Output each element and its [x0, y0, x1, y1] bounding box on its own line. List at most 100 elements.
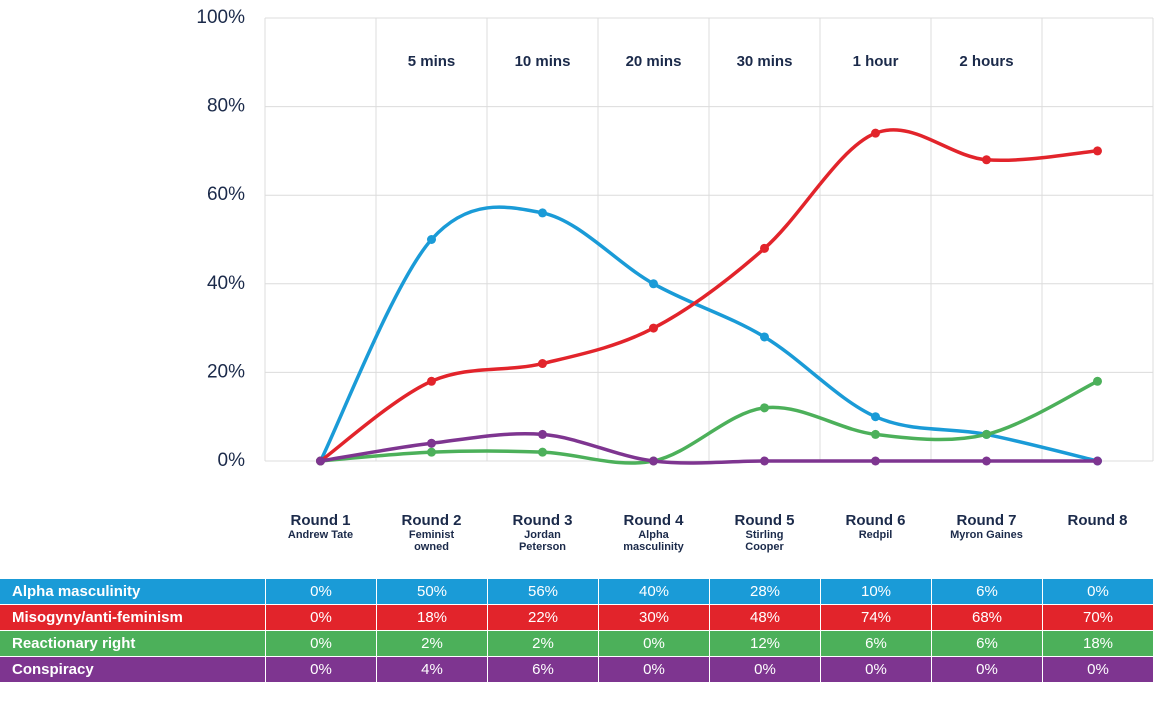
- series-line: [319, 128, 1098, 463]
- data-point: [649, 323, 658, 333]
- data-point: [760, 456, 769, 466]
- table-cell: 0%: [709, 657, 820, 682]
- table-cell: 6%: [931, 579, 1042, 604]
- table-cell: 70%: [1042, 605, 1153, 630]
- round-label: Round 2 Feminist owned: [382, 512, 482, 553]
- table-cell: 0%: [931, 657, 1042, 682]
- data-point: [316, 456, 325, 466]
- time-label: 30 mins: [737, 53, 793, 70]
- table-cell: 18%: [376, 605, 487, 630]
- round-name: Round 7: [956, 512, 1017, 529]
- table-cell: 2%: [376, 631, 487, 656]
- table-cell: 0%: [265, 657, 376, 682]
- round-subtitle: Feminist owned: [408, 529, 455, 553]
- row-label: Reactionary right: [0, 631, 265, 656]
- table-cell: 48%: [709, 605, 820, 630]
- table-cell: 74%: [820, 605, 931, 630]
- round-name: Round 8: [1067, 512, 1128, 529]
- table-cell: 68%: [931, 605, 1042, 630]
- round-name: Round 4: [623, 512, 684, 529]
- time-label: 2 hours: [959, 53, 1013, 70]
- data-point: [871, 412, 880, 422]
- time-label: 1 hour: [853, 53, 899, 70]
- data-point: [760, 332, 769, 342]
- table-cell: 0%: [265, 579, 376, 604]
- row-label: Conspiracy: [0, 657, 265, 682]
- data-point: [871, 429, 880, 439]
- round-label: Round 7 Myron Gaines: [937, 512, 1037, 541]
- table-cell: 28%: [709, 579, 820, 604]
- round-subtitle: Myron Gaines: [950, 529, 1023, 541]
- round-subtitle: Alpha masculinity: [623, 529, 684, 553]
- data-point: [538, 208, 547, 218]
- series-line: [320, 432, 1098, 465]
- table-cell: 0%: [598, 657, 709, 682]
- table-cell: 56%: [487, 579, 598, 604]
- round-label: Round 4 Alpha masculinity: [604, 512, 704, 553]
- table-cell: 0%: [820, 657, 931, 682]
- table-cell: 0%: [265, 605, 376, 630]
- round-subtitle: Redpil: [858, 529, 893, 541]
- data-point: [760, 243, 769, 253]
- table-cell: 0%: [598, 631, 709, 656]
- round-label: Round 8: [1048, 512, 1148, 529]
- round-subtitle: Stirling Cooper: [745, 529, 784, 553]
- table-cell: 22%: [487, 605, 598, 630]
- y-tick-label: 20%: [207, 361, 245, 382]
- chart: 0% 20% 40% 60% 80% 100% 5 mins 10 mins 20 mins 30…: [196, 7, 1154, 471]
- round-subtitle: Andrew Tate: [287, 529, 354, 541]
- table-cell: 40%: [598, 579, 709, 604]
- round-label: Round 3 Jordan Peterson: [493, 512, 593, 553]
- row-label: Alpha masculinity: [0, 579, 265, 604]
- y-tick-label: 100%: [196, 7, 245, 28]
- data-point: [1093, 456, 1102, 466]
- time-label: 5 mins: [408, 53, 456, 70]
- data-point: [649, 279, 658, 289]
- data-point: [760, 403, 769, 413]
- y-tick-label: 60%: [207, 184, 245, 205]
- round-subtitle: Jordan Peterson: [518, 529, 567, 553]
- data-point: [982, 155, 991, 165]
- round-name: Round 1: [290, 512, 351, 529]
- data-point: [1093, 146, 1102, 156]
- table-cell: 6%: [487, 657, 598, 682]
- table-cell: 0%: [1042, 579, 1153, 604]
- data-point: [871, 128, 880, 138]
- data-point: [982, 456, 991, 466]
- y-tick-label: 80%: [207, 96, 245, 117]
- table-cell: 6%: [820, 631, 931, 656]
- round-name: Round 5: [734, 512, 795, 529]
- table-cell: 10%: [820, 579, 931, 604]
- table-cell: 30%: [598, 605, 709, 630]
- data-point: [982, 429, 991, 439]
- y-tick-label: 40%: [207, 273, 245, 294]
- table-cell: 0%: [1042, 657, 1153, 682]
- data-point: [427, 235, 436, 244]
- data-point: [538, 447, 547, 457]
- data-point: [649, 456, 658, 466]
- time-label: 10 mins: [515, 53, 571, 70]
- data-point: [427, 447, 436, 457]
- table-cell: 50%: [376, 579, 487, 604]
- round-label: Round 1 Andrew Tate: [271, 512, 371, 541]
- y-tick-label: 0%: [218, 450, 246, 471]
- series-line: [320, 379, 1099, 465]
- table-cell: 12%: [709, 631, 820, 656]
- data-point: [871, 456, 880, 466]
- table-cell: 4%: [376, 657, 487, 682]
- time-label: 20 mins: [626, 53, 682, 70]
- data-point: [538, 429, 547, 439]
- data-point: [427, 438, 436, 448]
- table-cell: 18%: [1042, 631, 1153, 656]
- row-label: Misogyny/anti-feminism: [0, 605, 265, 630]
- round-label: Round 5 Stirling Cooper: [715, 512, 815, 553]
- table-cell: 0%: [265, 631, 376, 656]
- data-point: [427, 376, 436, 386]
- round-name: Round 6: [845, 512, 906, 529]
- round-name: Round 2: [401, 512, 462, 529]
- data-point: [538, 359, 547, 369]
- round-name: Round 3: [512, 512, 573, 529]
- table-cell: 2%: [487, 631, 598, 656]
- table-cell: 6%: [931, 631, 1042, 656]
